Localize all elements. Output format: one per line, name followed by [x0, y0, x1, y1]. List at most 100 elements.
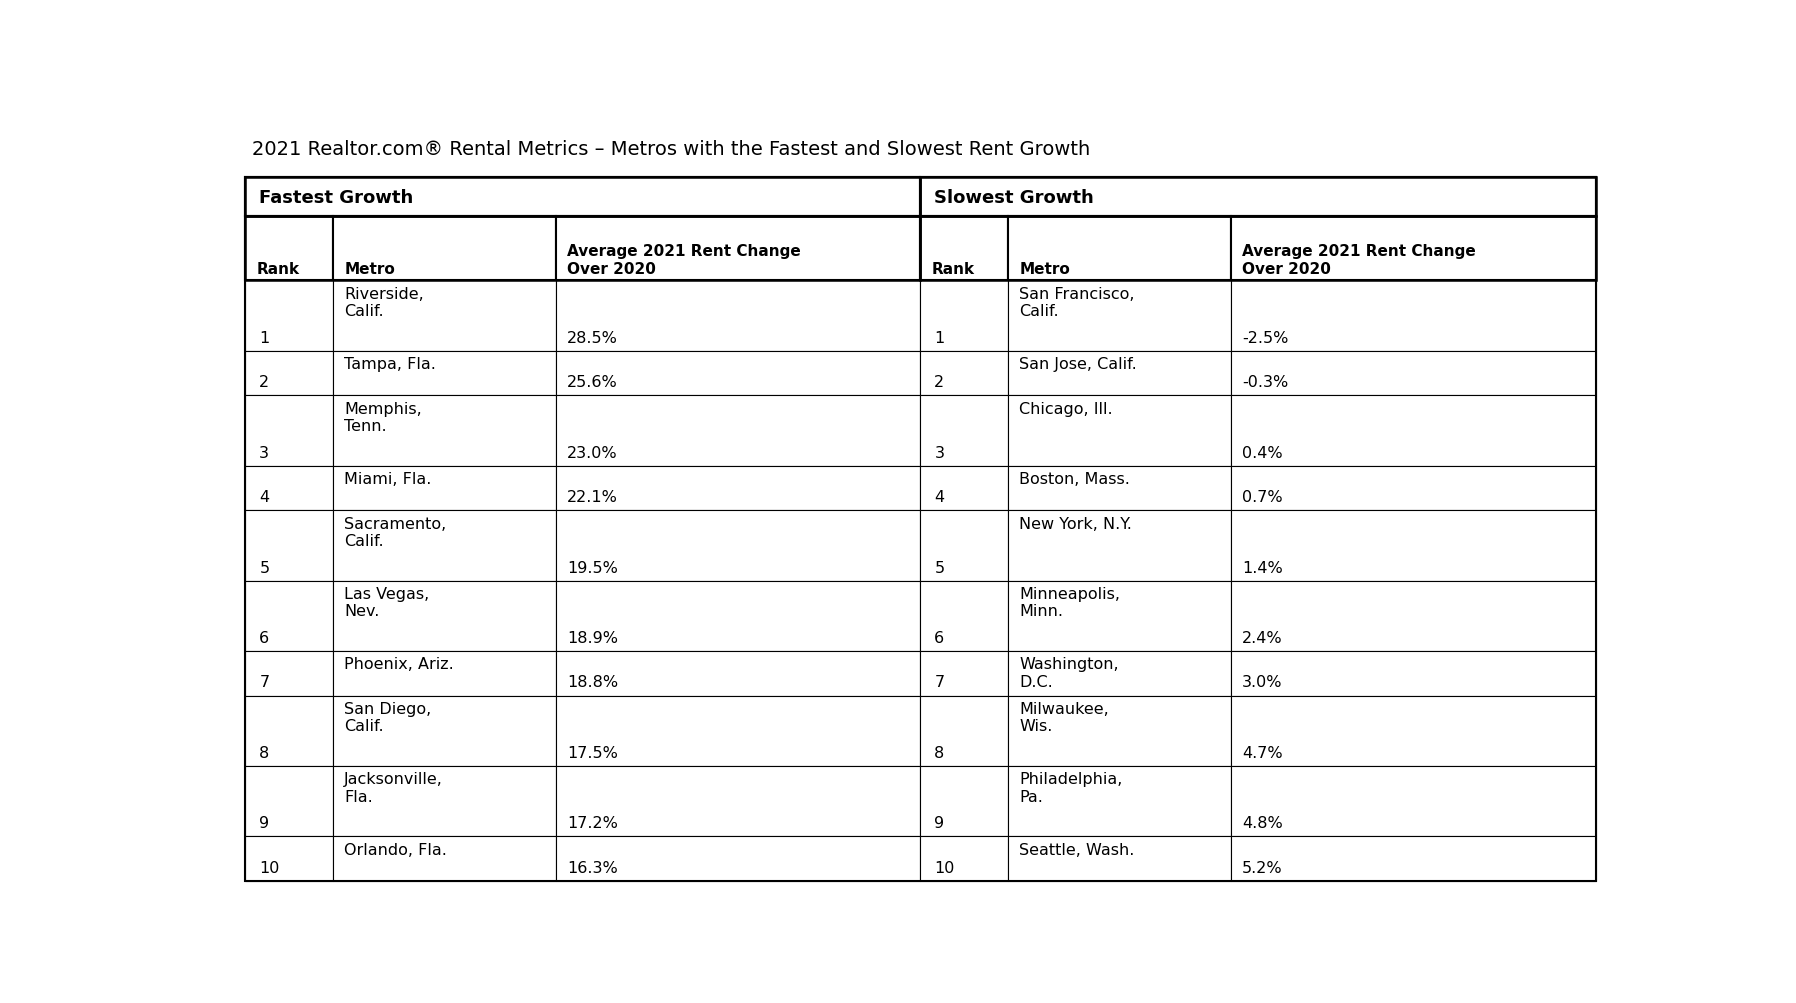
Text: -0.3%: -0.3% — [1243, 375, 1288, 390]
Text: 2.4%: 2.4% — [1243, 630, 1282, 645]
Text: 19.5%: 19.5% — [568, 560, 618, 575]
Text: 18.9%: 18.9% — [568, 630, 618, 645]
Text: -2.5%: -2.5% — [1243, 330, 1288, 345]
Text: 3: 3 — [934, 445, 945, 460]
Bar — [1008, 351, 1230, 396]
Text: Seattle, Wash.: Seattle, Wash. — [1020, 842, 1135, 857]
Text: Philadelphia,
Pa.: Philadelphia, Pa. — [1020, 771, 1122, 804]
Text: San Diego,
Calif.: San Diego, Calif. — [345, 701, 431, 734]
Text: 7: 7 — [259, 675, 269, 690]
Text: Minneapolis,
Minn.: Minneapolis, Minn. — [1020, 587, 1121, 619]
Text: Metro: Metro — [1020, 262, 1070, 277]
Text: Milwaukee,
Wis.: Milwaukee, Wis. — [1020, 701, 1108, 734]
Text: Fastest Growth: Fastest Growth — [259, 189, 413, 207]
Text: 25.6%: 25.6% — [568, 375, 618, 390]
Bar — [1008, 766, 1230, 837]
Bar — [920, 281, 1008, 351]
Text: 16.3%: 16.3% — [568, 860, 618, 875]
Bar — [332, 837, 555, 881]
Bar — [246, 696, 332, 766]
Bar — [555, 766, 920, 837]
Bar — [920, 581, 1008, 651]
Text: 7: 7 — [934, 675, 945, 690]
Bar — [1230, 351, 1595, 396]
Text: 4.7%: 4.7% — [1243, 745, 1282, 760]
Text: Phoenix, Ariz.: Phoenix, Ariz. — [345, 657, 454, 672]
Bar — [920, 351, 1008, 396]
Bar — [1008, 281, 1230, 351]
Bar — [920, 837, 1008, 881]
Text: 9: 9 — [259, 815, 269, 830]
Text: Orlando, Fla.: Orlando, Fla. — [345, 842, 447, 857]
Bar — [332, 281, 555, 351]
Bar — [555, 396, 920, 466]
Bar — [920, 466, 1008, 511]
Bar — [920, 766, 1008, 837]
Text: 0.7%: 0.7% — [1243, 489, 1282, 505]
Bar — [1230, 696, 1595, 766]
Bar — [246, 837, 332, 881]
Bar — [1008, 837, 1230, 881]
Bar — [1230, 651, 1595, 696]
Text: Chicago, Ill.: Chicago, Ill. — [1020, 401, 1114, 416]
Text: 17.5%: 17.5% — [568, 745, 618, 760]
Bar — [332, 396, 555, 466]
Text: 3: 3 — [259, 445, 269, 460]
Text: 2: 2 — [259, 375, 269, 390]
Bar — [1008, 511, 1230, 581]
Bar — [332, 766, 555, 837]
Text: 23.0%: 23.0% — [568, 445, 618, 460]
Bar — [246, 179, 920, 217]
Text: Sacramento,
Calif.: Sacramento, Calif. — [345, 517, 447, 549]
Bar — [920, 179, 1595, 217]
Bar — [1230, 281, 1595, 351]
Text: 3.0%: 3.0% — [1243, 675, 1282, 690]
Bar — [246, 581, 332, 651]
Text: New York, N.Y.: New York, N.Y. — [1020, 517, 1131, 532]
Text: Rank: Rank — [257, 262, 300, 277]
Text: 8: 8 — [934, 745, 945, 760]
Bar — [555, 696, 920, 766]
Text: Tampa, Fla.: Tampa, Fla. — [345, 357, 436, 372]
Bar — [1230, 511, 1595, 581]
Bar — [332, 511, 555, 581]
Text: 6: 6 — [259, 630, 269, 645]
Bar — [555, 466, 920, 511]
Bar — [246, 179, 920, 217]
Text: Washington,
D.C.: Washington, D.C. — [1020, 657, 1119, 689]
Text: 4: 4 — [259, 489, 269, 505]
Bar — [1008, 696, 1230, 766]
Bar — [332, 651, 555, 696]
Bar — [920, 396, 1008, 466]
Text: Rank: Rank — [932, 262, 975, 277]
Bar — [246, 217, 332, 281]
Bar — [1230, 581, 1595, 651]
Bar — [246, 466, 332, 511]
Bar — [555, 651, 920, 696]
Text: Metro: Metro — [345, 262, 395, 277]
Bar — [920, 696, 1008, 766]
Bar — [1230, 837, 1595, 881]
Bar — [555, 351, 920, 396]
Bar — [332, 581, 555, 651]
Text: 2: 2 — [934, 375, 945, 390]
Text: Jacksonville,
Fla.: Jacksonville, Fla. — [345, 771, 444, 804]
Text: Average 2021 Rent Change
Over 2020: Average 2021 Rent Change Over 2020 — [568, 244, 801, 277]
Bar — [246, 396, 332, 466]
Bar — [555, 511, 920, 581]
Text: 5: 5 — [934, 560, 945, 575]
Text: 10: 10 — [934, 860, 955, 875]
Bar — [1230, 396, 1595, 466]
Text: Boston, Mass.: Boston, Mass. — [1020, 471, 1130, 486]
Bar — [246, 351, 332, 396]
Text: 10: 10 — [259, 860, 280, 875]
Text: 4: 4 — [934, 489, 945, 505]
Text: 18.8%: 18.8% — [568, 675, 618, 690]
Bar — [246, 281, 332, 351]
Text: 5.2%: 5.2% — [1243, 860, 1282, 875]
Bar — [555, 217, 920, 281]
Bar — [555, 581, 920, 651]
Text: 6: 6 — [934, 630, 945, 645]
Text: 4.8%: 4.8% — [1243, 815, 1282, 830]
Bar — [246, 766, 332, 837]
